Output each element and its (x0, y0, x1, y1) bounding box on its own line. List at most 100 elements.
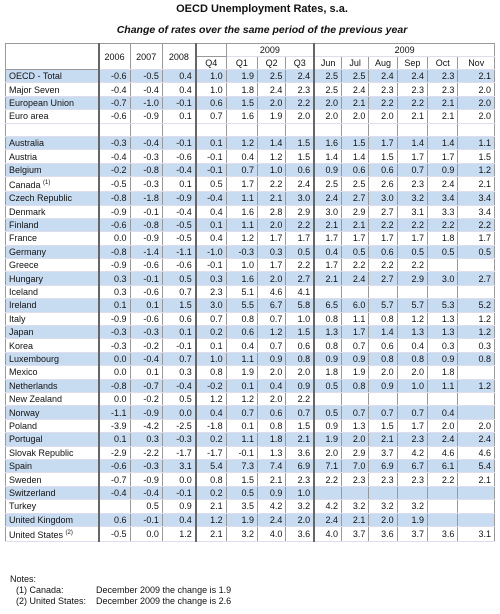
country-name: Norway (9, 407, 40, 418)
country-name: France (9, 233, 38, 244)
row-label: Iceland (4, 285, 100, 300)
value-cell: 4.6 (257, 285, 287, 300)
value-cell: 1.3 (396, 325, 429, 340)
value-cell: 0.8 (194, 365, 227, 380)
quarter-header: Q1 (225, 56, 259, 70)
value-cell: -0.6 (129, 312, 163, 327)
value-cell: 0.4 (427, 405, 459, 420)
month-header: Nov (457, 56, 495, 70)
country-name: Turkey (9, 501, 37, 512)
value-cell: -0.4 (129, 486, 163, 501)
value-cell: 1.9 (225, 513, 259, 527)
value-cell: -0.9 (129, 472, 163, 487)
year-header: 2009 (313, 43, 496, 57)
value-cell: -0.4 (161, 163, 197, 178)
value-cell: 0.5 (161, 392, 197, 407)
country-name: Sweden (9, 474, 42, 485)
value-cell: -0.7 (129, 379, 163, 393)
month-header: Jul (341, 56, 370, 70)
value-cell: -0.5 (129, 69, 163, 84)
value-cell (341, 285, 370, 300)
value-cell: 1.6 (313, 136, 343, 151)
value-cell: -0.6 (97, 109, 131, 124)
value-cell: 3.7 (396, 526, 429, 542)
country-name: United Kingdom (9, 514, 74, 525)
value-cell: 1.4 (368, 325, 398, 340)
country-name: Mexico (9, 367, 38, 378)
value-cell: 0.3 (97, 285, 131, 300)
value-cell: 2.0 (257, 96, 287, 111)
value-cell: -0.1 (161, 96, 197, 111)
value-cell: 2.2 (427, 218, 459, 233)
quarter-header: Q4 (194, 56, 227, 70)
value-cell: -0.8 (129, 218, 163, 233)
row-label: OECD - Total (4, 69, 100, 84)
value-cell: 0.2 (194, 325, 227, 340)
table-row: Korea -0.3 -0.2 -0.1 0.1 0.4 0.7 0.6 0.8 0.7 0.6 0.… (4, 338, 495, 353)
value-cell: -0.6 (97, 459, 131, 474)
spacer-row (4, 123, 495, 137)
value-cell: 2.0 (341, 109, 370, 124)
value-cell: 0.2 (194, 432, 227, 447)
quarter-header: Q3 (285, 56, 315, 70)
value-cell: -1.4 (129, 245, 163, 260)
value-cell (313, 486, 343, 501)
value-cell: 3.2 (341, 499, 370, 514)
table-row: Turkey 0.5 0.9 2.1 3.5 4.2 3.2 4.2 3.2 3.2 3.2 (4, 499, 495, 514)
value-cell: 2.0 (285, 109, 315, 124)
value-cell: 0.4 (396, 338, 429, 353)
empty-cell (129, 123, 163, 137)
value-cell: 2.4 (341, 271, 370, 286)
value-cell: -0.1 (161, 136, 197, 151)
value-cell: 0.5 (341, 245, 370, 260)
value-cell: -0.7 (97, 96, 131, 111)
country-name: Czech Republic (9, 193, 73, 204)
value-cell: 3.7 (368, 446, 398, 460)
value-cell: 2.0 (313, 446, 343, 460)
value-cell: 1.3 (427, 325, 459, 340)
value-cell: 2.1 (313, 218, 343, 233)
country-name: Italy (9, 313, 26, 324)
value-cell: 2.0 (257, 392, 287, 407)
value-cell: 0.7 (396, 163, 429, 178)
value-cell: 0.1 (225, 419, 259, 434)
value-cell: 2.5 (313, 176, 343, 193)
value-cell: -1.1 (97, 405, 131, 420)
country-name: Euro area (9, 111, 49, 122)
row-label: Euro area (4, 109, 100, 124)
value-cell: -0.4 (161, 379, 197, 393)
value-cell: 0.7 (257, 338, 287, 353)
country-name: Canada (9, 180, 41, 191)
value-cell: 0.8 (225, 312, 259, 327)
value-cell: 2.0 (396, 365, 429, 380)
value-cell: -0.6 (161, 258, 197, 273)
value-cell: -0.4 (97, 82, 131, 97)
value-cell: 2.8 (257, 205, 287, 219)
value-cell: 2.1 (457, 472, 495, 487)
value-cell: -1.7 (194, 446, 227, 460)
value-cell: 1.0 (194, 69, 227, 84)
value-cell: -0.3 (129, 325, 163, 340)
value-cell: 0.8 (285, 352, 315, 367)
value-cell: 3.7 (341, 526, 370, 542)
value-cell (427, 499, 459, 514)
row-label: Hungary (4, 271, 100, 286)
value-cell: 4.0 (257, 526, 287, 542)
value-cell: 0.5 (129, 499, 163, 514)
value-cell: 0.9 (285, 379, 315, 393)
table-row: Luxembourg 0.0 -0.4 0.7 1.0 1.1 0.9 0.8 0.9 0.9 0.… (4, 352, 495, 367)
value-cell: 0.6 (161, 312, 197, 327)
month-header: Jun (313, 56, 343, 70)
value-cell (457, 285, 495, 300)
value-cell: 0.3 (194, 271, 227, 286)
row-label: Portugal (4, 432, 100, 447)
row-label: Denmark (4, 205, 100, 219)
value-cell: 0.5 (457, 245, 495, 260)
country-name: Poland (9, 420, 38, 431)
value-cell: 0.7 (285, 405, 315, 420)
value-cell: 0.1 (194, 218, 227, 233)
country-name: European Union (9, 97, 75, 108)
row-label: Korea (4, 338, 100, 353)
value-cell: 0.8 (313, 338, 343, 353)
value-cell: -1.0 (129, 96, 163, 111)
